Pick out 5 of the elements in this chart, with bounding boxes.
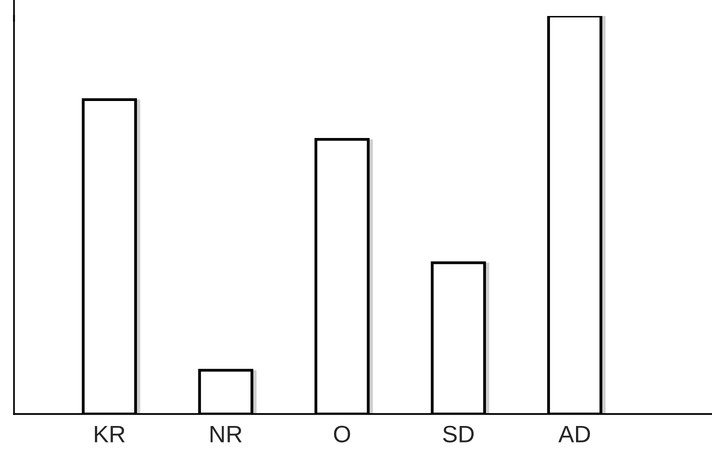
x-tick-label: KR bbox=[94, 426, 125, 442]
x-tick-label: SD bbox=[443, 426, 474, 442]
x-tick-label: NR bbox=[210, 426, 242, 442]
x-tick-label: AD bbox=[558, 426, 590, 442]
x-tick-label: O bbox=[334, 426, 350, 442]
